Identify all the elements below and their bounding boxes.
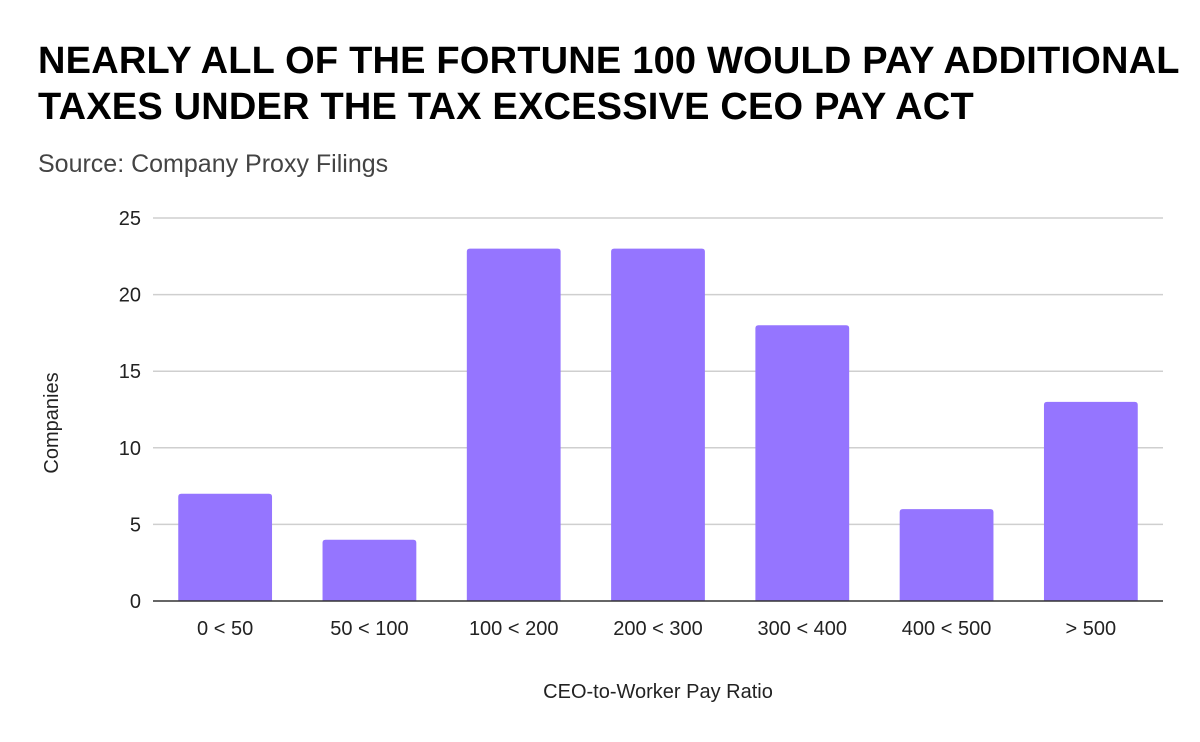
x-tick-label: 200 < 300: [613, 618, 703, 640]
x-axis-title: CEO-to-Worker Pay Ratio: [543, 681, 773, 703]
bar: [755, 325, 850, 601]
bar: [611, 248, 705, 601]
y-tick-label: 20: [119, 285, 141, 307]
y-tick-label: 0: [130, 591, 141, 613]
x-axis-tick-labels: 0 < 50 50 < 100 100 < 200 200 < 300 300 < 40…: [197, 618, 1116, 640]
y-tick-label: 5: [130, 514, 141, 536]
bar: [322, 539, 417, 601]
x-tick-label: 400 < 500: [902, 618, 992, 640]
x-tick-label: 50 < 100: [330, 618, 408, 640]
y-axis-title: Companies: [41, 372, 63, 473]
x-tick-label: 0 < 50: [197, 618, 253, 640]
y-axis-tick-labels: 0 5 10 15 20 25: [119, 208, 141, 613]
bars: [178, 248, 1138, 601]
y-tick-label: 15: [119, 361, 141, 383]
x-tick-label: 100 < 200: [469, 618, 559, 640]
y-tick-label: 25: [119, 208, 141, 230]
bar: [1043, 401, 1138, 601]
y-tick-label: 10: [119, 438, 141, 460]
bar: [466, 248, 561, 601]
bar: [899, 509, 994, 601]
chart-subtitle: Source: Company Proxy Filings: [38, 150, 389, 178]
bar: [178, 493, 273, 601]
x-tick-label: > 500: [1066, 618, 1117, 640]
chart-title: NEARLY ALL OF THE FORTUNE 100 WOULD PAY …: [38, 40, 1179, 128]
x-tick-label: 300 < 400: [758, 618, 848, 640]
